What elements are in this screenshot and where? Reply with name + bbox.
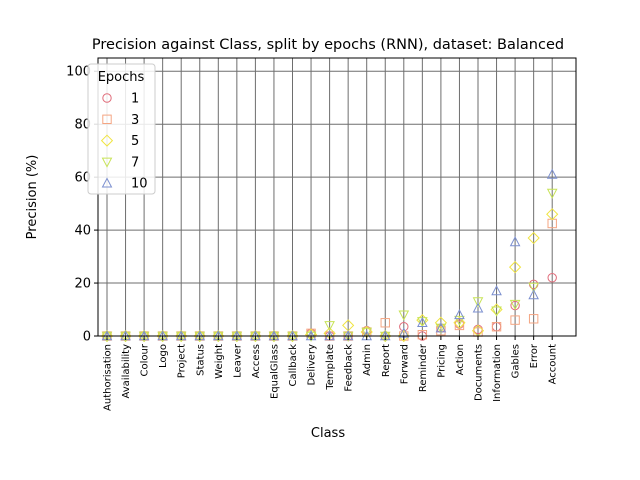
data-point bbox=[528, 314, 539, 324]
legend-label: 1 bbox=[131, 92, 139, 107]
legend-marker bbox=[102, 114, 112, 124]
data-point bbox=[491, 306, 502, 317]
data-point bbox=[397, 329, 410, 343]
x-tick-label: Admin bbox=[362, 344, 373, 376]
x-tick-label: Reminder bbox=[418, 343, 429, 392]
legend-label: 5 bbox=[131, 134, 139, 149]
x-tick-label: Delivery bbox=[307, 344, 318, 386]
data-point bbox=[434, 316, 448, 329]
data-point bbox=[491, 322, 502, 332]
data-point bbox=[324, 321, 335, 332]
data-point bbox=[508, 261, 522, 274]
x-axis-label: Class bbox=[311, 426, 345, 441]
y-tick-label: 100 bbox=[66, 65, 91, 80]
x-tick-label: EqualGlass bbox=[269, 344, 280, 399]
x-tick-label: Template bbox=[325, 344, 336, 391]
y-tick-label: 80 bbox=[74, 118, 91, 133]
legend-label: 10 bbox=[131, 177, 148, 192]
data-point bbox=[472, 297, 484, 308]
x-tick-label: Project bbox=[177, 344, 188, 378]
legend-label: 3 bbox=[131, 113, 139, 128]
x-tick-label: Gables bbox=[511, 344, 522, 378]
x-tick-label: Error bbox=[529, 343, 540, 368]
x-tick-label: Forward bbox=[399, 344, 410, 384]
data-point bbox=[547, 273, 557, 283]
legend-marker bbox=[100, 134, 114, 147]
legend: Epochs 1 3 5 7 10 bbox=[87, 63, 156, 195]
x-tick-label: Weight bbox=[214, 344, 225, 379]
x-tick-label: Access bbox=[251, 344, 262, 378]
x-tick-label: Account bbox=[548, 344, 559, 384]
data-point bbox=[528, 289, 539, 300]
data-point bbox=[546, 208, 559, 221]
data-point bbox=[527, 231, 540, 245]
x-tick-label: Documents bbox=[474, 344, 485, 401]
x-tick-label: Logo bbox=[158, 344, 169, 368]
x-tick-label: Colour bbox=[140, 343, 151, 376]
x-tick-label: Feedback bbox=[344, 344, 355, 392]
x-tick-label: Information bbox=[492, 344, 503, 402]
data-point bbox=[454, 320, 465, 331]
data-point bbox=[380, 318, 390, 328]
data-point bbox=[435, 322, 447, 333]
data-point bbox=[509, 236, 521, 247]
legend-entries: 1 3 5 7 10 bbox=[100, 92, 148, 192]
data-point bbox=[491, 285, 502, 296]
data-point bbox=[528, 282, 539, 293]
legend-marker bbox=[101, 157, 113, 168]
y-axis-label: Precision (%) bbox=[25, 155, 40, 240]
data-point bbox=[417, 316, 428, 328]
x-tick-label: Callback bbox=[288, 344, 299, 387]
data-point bbox=[509, 299, 521, 311]
data-point bbox=[546, 168, 558, 179]
legend-title: Epochs bbox=[98, 70, 145, 85]
data-point bbox=[472, 302, 484, 313]
x-tick-label: Report bbox=[381, 344, 392, 377]
legend-label: 7 bbox=[131, 155, 139, 170]
x-tick-label: Leaver bbox=[232, 343, 243, 378]
data-point bbox=[510, 315, 520, 325]
y-tick-label: 0 bbox=[83, 330, 91, 345]
legend-marker bbox=[101, 177, 113, 188]
x-tick-label: Status bbox=[195, 344, 206, 376]
data-point bbox=[453, 316, 466, 329]
chart-title: Precision against Class, split by epochs… bbox=[92, 37, 564, 53]
y-axis: 0 20 40 60 80 100 bbox=[66, 65, 98, 345]
x-tick-label: Authorisation bbox=[103, 344, 114, 411]
x-tick-label: Availability bbox=[121, 344, 132, 399]
y-tick-label: 60 bbox=[74, 171, 91, 186]
x-tick-label: Action bbox=[455, 344, 466, 375]
data-point bbox=[454, 315, 465, 326]
data-point bbox=[454, 308, 465, 320]
data-point bbox=[361, 327, 373, 338]
data-point bbox=[546, 188, 558, 199]
x-tick-label: Pricing bbox=[436, 344, 447, 378]
data-point bbox=[398, 310, 410, 321]
x-axis: Authorisation Availability Colour Logo Proje… bbox=[103, 336, 559, 411]
plot-area bbox=[97, 57, 577, 337]
legend-marker bbox=[102, 93, 112, 103]
y-tick-label: 40 bbox=[74, 224, 91, 239]
y-tick-label: 20 bbox=[74, 277, 91, 292]
